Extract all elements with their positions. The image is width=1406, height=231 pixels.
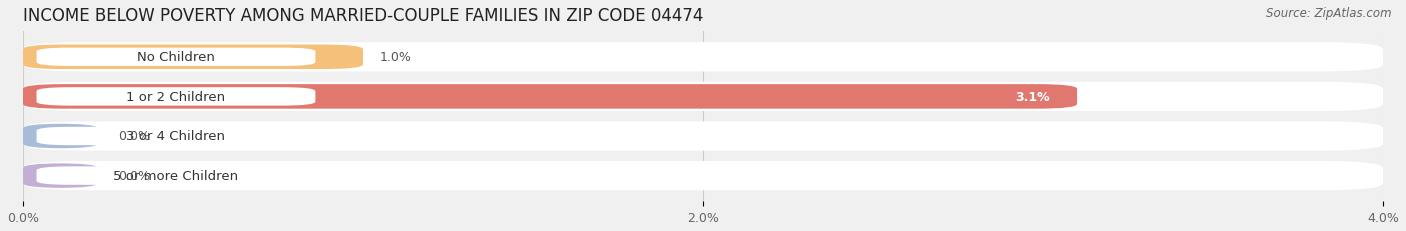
FancyBboxPatch shape [37, 88, 315, 106]
Text: 3.1%: 3.1% [1015, 91, 1050, 103]
FancyBboxPatch shape [22, 82, 1384, 112]
FancyBboxPatch shape [37, 127, 315, 146]
Text: Source: ZipAtlas.com: Source: ZipAtlas.com [1267, 7, 1392, 20]
Text: 0.0%: 0.0% [118, 169, 150, 182]
Text: 5 or more Children: 5 or more Children [114, 169, 239, 182]
FancyBboxPatch shape [37, 48, 315, 67]
FancyBboxPatch shape [22, 43, 1384, 72]
FancyBboxPatch shape [22, 161, 1384, 190]
FancyBboxPatch shape [22, 164, 98, 188]
FancyBboxPatch shape [22, 45, 363, 70]
FancyBboxPatch shape [22, 122, 1384, 151]
Text: 1 or 2 Children: 1 or 2 Children [127, 91, 225, 103]
FancyBboxPatch shape [22, 124, 98, 149]
Text: 3 or 4 Children: 3 or 4 Children [127, 130, 225, 143]
FancyBboxPatch shape [37, 167, 315, 185]
Text: 0.0%: 0.0% [118, 130, 150, 143]
Text: 1.0%: 1.0% [380, 51, 412, 64]
Text: No Children: No Children [136, 51, 215, 64]
Text: INCOME BELOW POVERTY AMONG MARRIED-COUPLE FAMILIES IN ZIP CODE 04474: INCOME BELOW POVERTY AMONG MARRIED-COUPL… [22, 7, 703, 25]
FancyBboxPatch shape [22, 85, 1077, 109]
